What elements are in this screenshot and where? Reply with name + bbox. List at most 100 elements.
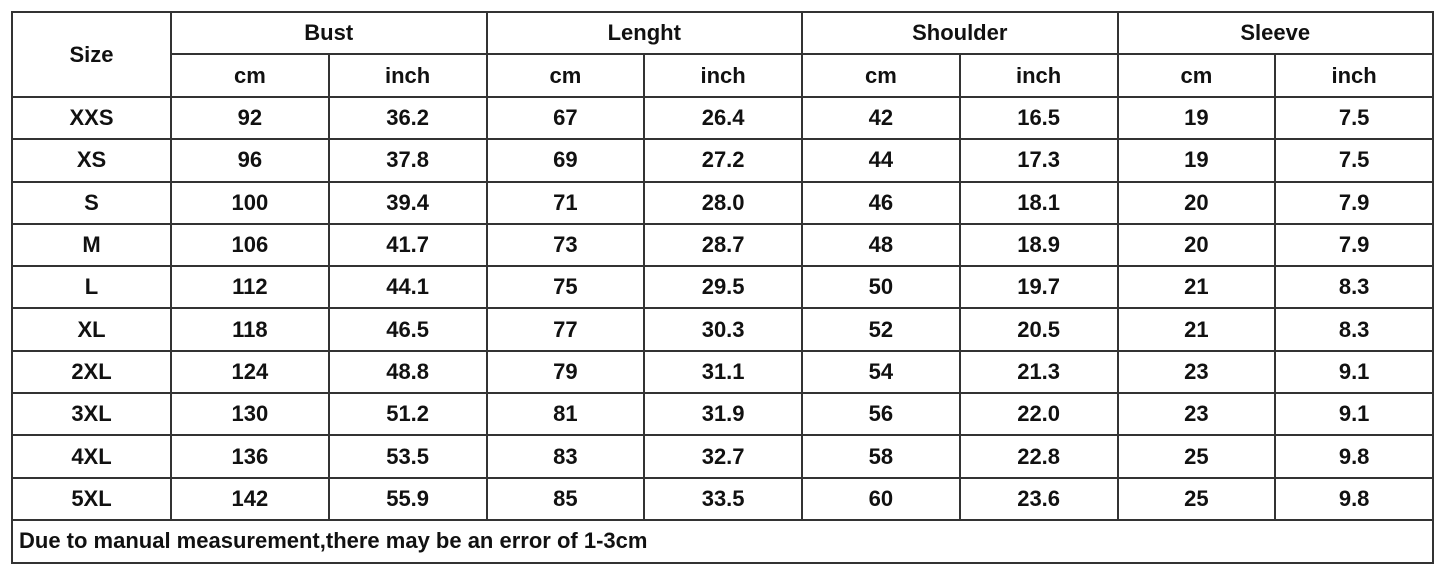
measurement-cell: 23: [1116, 392, 1277, 437]
table-row: XS 96 37.8 69 27.2 44 17.3 19 7.5: [11, 138, 1434, 183]
unit-header-inch: inch: [958, 53, 1119, 98]
measurement-cell: 8.3: [1274, 307, 1434, 352]
size-cell: S: [11, 180, 172, 225]
measurement-cell: 44.1: [327, 265, 488, 310]
measurement-cell: 100: [170, 180, 330, 225]
measurement-cell: 22.0: [958, 392, 1119, 437]
size-cell: XS: [11, 138, 172, 183]
measurement-cell: 92: [170, 95, 330, 141]
measurement-cell: 48: [801, 222, 961, 268]
unit-header-row: cm inch cm inch cm inch cm inch: [12, 53, 1434, 98]
measurement-cell: 71: [485, 180, 646, 225]
measurement-cell: 9.8: [1274, 476, 1434, 521]
measurement-cell: 18.1: [958, 180, 1119, 225]
measurement-cell: 46: [801, 180, 961, 225]
table-row: 4XL 136 53.5 83 32.7 58 22.8 25 9.8: [11, 434, 1434, 479]
size-cell: L: [11, 265, 172, 310]
measurement-cell: 33.5: [643, 476, 803, 521]
measurement-cell: 31.9: [643, 392, 803, 437]
measurement-cell: 36.2: [327, 95, 488, 141]
measurement-cell: 42: [801, 95, 961, 141]
measurement-cell: 22.8: [958, 434, 1119, 479]
measurement-cell: 20: [1116, 180, 1277, 225]
measurement-cell: 41.7: [327, 222, 488, 268]
measurement-cell: 30.3: [643, 307, 803, 352]
measurement-cell: 21.3: [958, 349, 1119, 395]
size-cell: XXS: [11, 95, 172, 141]
measurement-cell: 60: [801, 476, 961, 521]
measurement-cell: 7.5: [1274, 138, 1434, 183]
unit-header-cm: cm: [485, 53, 646, 98]
bust-header: Bust: [170, 11, 488, 55]
measurement-cell: 31.1: [643, 349, 803, 395]
measurement-cell: 124: [170, 349, 330, 395]
measurement-cell: 106: [170, 222, 330, 268]
measurement-cell: 26.4: [643, 95, 803, 141]
measurement-cell: 9.1: [1274, 349, 1434, 395]
measurement-cell: 50: [801, 265, 961, 310]
measurement-cell: 7.9: [1274, 222, 1434, 268]
size-cell: 5XL: [11, 476, 172, 521]
measurement-cell: 16.5: [958, 95, 1119, 141]
size-chart-table: Size Bust Lenght Shoulder Sleeve cm inch…: [11, 11, 1434, 564]
measurement-cell: 44: [801, 138, 961, 183]
size-cell: XL: [11, 307, 172, 352]
measurement-cell: 96: [170, 138, 330, 183]
length-header: Lenght: [485, 11, 803, 55]
measurement-cell: 130: [170, 392, 330, 437]
measurement-cell: 18.9: [958, 222, 1119, 268]
table-row: L 112 44.1 75 29.5 50 19.7 21 8.3: [11, 265, 1434, 310]
measurement-cell: 142: [170, 476, 330, 521]
measurement-cell: 19.7: [958, 265, 1119, 310]
measurement-cell: 81: [485, 392, 646, 437]
table-row: 2XL 124 48.8 79 31.1 54 21.3 23 9.1: [11, 349, 1434, 395]
measurement-cell: 23: [1116, 349, 1277, 395]
measurement-cell: 29.5: [643, 265, 803, 310]
measurement-cell: 69: [485, 138, 646, 183]
unit-header-inch: inch: [1274, 53, 1434, 98]
table-row: XL 118 46.5 77 30.3 52 20.5 21 8.3: [11, 307, 1434, 352]
measurement-cell: 25: [1116, 434, 1277, 479]
measurement-cell: 58: [801, 434, 961, 479]
measurement-cell: 19: [1116, 95, 1277, 141]
measurement-cell: 54: [801, 349, 961, 395]
unit-header-cm: cm: [170, 53, 330, 98]
measurement-cell: 52: [801, 307, 961, 352]
measurement-cell: 37.8: [327, 138, 488, 183]
size-cell: M: [11, 222, 172, 268]
unit-header-inch: inch: [643, 53, 803, 98]
size-header: Size: [11, 11, 172, 98]
measurement-cell: 55.9: [327, 476, 488, 521]
measurement-cell: 46.5: [327, 307, 488, 352]
measurement-cell: 20: [1116, 222, 1277, 268]
measurement-cell: 77: [485, 307, 646, 352]
table-row: S 100 39.4 71 28.0 46 18.1 20 7.9: [11, 180, 1434, 225]
measurement-cell: 85: [485, 476, 646, 521]
measurement-cell: 39.4: [327, 180, 488, 225]
measurement-cell: 17.3: [958, 138, 1119, 183]
measurement-cell: 79: [485, 349, 646, 395]
unit-header-cm: cm: [801, 53, 961, 98]
measurement-cell: 75: [485, 265, 646, 310]
measurement-cell: 9.1: [1274, 392, 1434, 437]
shoulder-header: Shoulder: [801, 11, 1119, 55]
measurement-cell: 53.5: [327, 434, 488, 479]
size-cell: 3XL: [11, 392, 172, 437]
table-row: XXS 92 36.2 67 26.4 42 16.5 19 7.5: [11, 95, 1434, 141]
measurement-cell: 7.5: [1274, 95, 1434, 141]
measurement-cell: 21: [1116, 307, 1277, 352]
measurement-cell: 83: [485, 434, 646, 479]
measurement-cell: 28.7: [643, 222, 803, 268]
measurement-cell: 25: [1116, 476, 1277, 521]
measurement-cell: 51.2: [327, 392, 488, 437]
measurement-note: Due to manual measurement,there may be a…: [11, 518, 1434, 564]
sleeve-header: Sleeve: [1116, 11, 1434, 55]
size-cell: 4XL: [11, 434, 172, 479]
measurement-cell: 32.7: [643, 434, 803, 479]
measurement-cell: 27.2: [643, 138, 803, 183]
group-header-row: Size Bust Lenght Shoulder Sleeve: [11, 11, 1434, 98]
table-row: 5XL 142 55.9 85 33.5 60 23.6 25 9.8: [11, 476, 1434, 521]
measurement-cell: 48.8: [327, 349, 488, 395]
measurement-cell: 136: [170, 434, 330, 479]
unit-header-cm: cm: [1116, 53, 1277, 98]
